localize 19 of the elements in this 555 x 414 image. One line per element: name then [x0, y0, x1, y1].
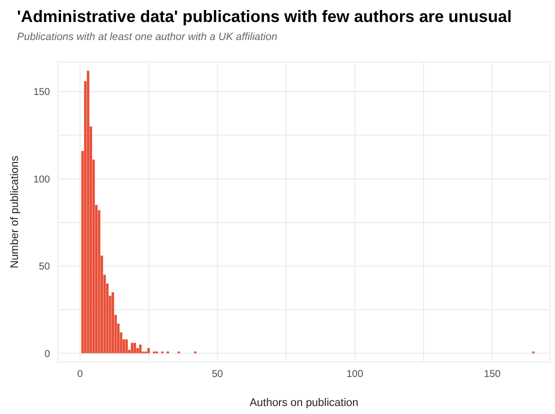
bar — [130, 342, 134, 354]
x-tick-label: 50 — [212, 369, 224, 380]
bar — [125, 339, 128, 354]
chart-subtitle: Publications with at least one author with a UK affiliation — [17, 31, 278, 43]
chart-title: 'Administrative data' publications with few authors are unusual — [17, 8, 512, 27]
x-axis-title: Authors on publication — [250, 397, 358, 409]
y-axis-title: Number of publications — [8, 155, 21, 268]
bar — [134, 342, 136, 354]
y-tick-label: 150 — [33, 87, 50, 98]
bar — [147, 348, 150, 354]
bar — [139, 344, 142, 354]
y-tick-label: 100 — [33, 174, 50, 186]
y-tick-label: 50 — [38, 262, 50, 273]
bar — [112, 292, 114, 354]
x-tick-label: 0 — [77, 369, 84, 380]
y-tick-label: 0 — [44, 348, 50, 360]
x-tick-label: 150 — [484, 369, 502, 380]
bar — [86, 70, 90, 354]
x-tick-label: 100 — [346, 369, 364, 380]
